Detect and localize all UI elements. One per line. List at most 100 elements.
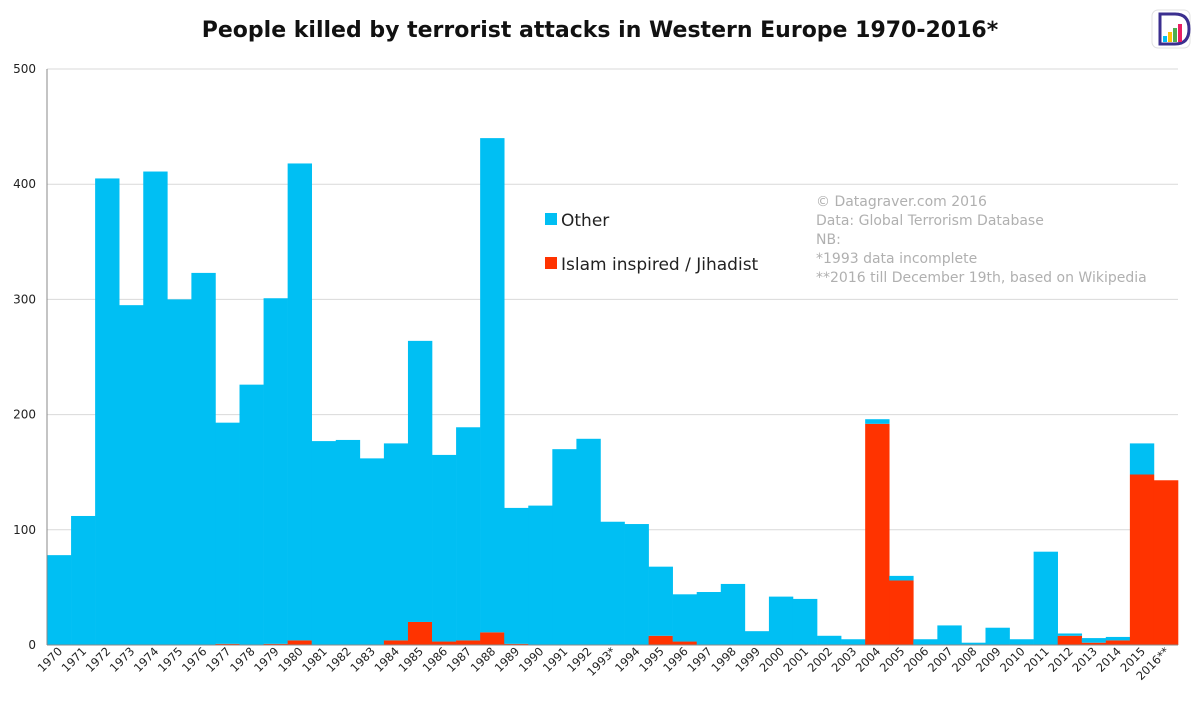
x-tick-label: 1984	[371, 644, 402, 675]
bar-other-1982	[335, 439, 361, 645]
y-tick-label: 200	[13, 408, 36, 422]
bar-other-2007	[937, 625, 962, 645]
x-tick-label: 1981	[299, 644, 330, 675]
x-tick-label: 1978	[227, 644, 258, 675]
bar-other-2001	[792, 598, 818, 645]
x-tick-label: 2003	[829, 644, 860, 675]
bar-other-1990	[528, 505, 553, 645]
x-tick-label: 1986	[420, 644, 451, 675]
bar-islamist-1979	[263, 643, 288, 645]
bar-other-1994	[624, 524, 649, 645]
bar-other-1985	[407, 340, 433, 622]
x-tick-label: 1998	[708, 644, 739, 675]
bar-islamist-2005	[889, 580, 914, 645]
bar-other-1974	[143, 171, 168, 645]
bar-other-2005	[889, 575, 914, 581]
bar-other-1981	[311, 441, 337, 645]
x-tick-label: 2011	[1021, 644, 1052, 675]
bar-other-2006	[913, 639, 938, 645]
bar-other-1992	[576, 438, 601, 645]
bar-other-1972	[95, 178, 120, 645]
bar-other-1987	[456, 427, 481, 641]
x-tick-label: 2013	[1069, 644, 1100, 675]
bar-other-1978	[239, 384, 264, 645]
x-tick-label: 1974	[131, 644, 162, 675]
bar-other-2009	[985, 627, 1010, 645]
bar-islamist-2015	[1129, 474, 1155, 645]
bar-islamist-2014	[1105, 640, 1131, 645]
x-tick-label: 1973	[107, 644, 138, 675]
bar-islamist-2016**	[1153, 480, 1179, 645]
bar-other-2012	[1057, 633, 1083, 636]
bar-other-1975	[167, 299, 192, 645]
x-tick-label: 1994	[612, 644, 643, 675]
x-tick-label: 1980	[275, 644, 306, 675]
bar-other-1979	[263, 298, 288, 644]
y-tick-label: 500	[13, 62, 36, 76]
bar-other-1976	[191, 272, 216, 645]
x-tick-label: 1983	[347, 644, 378, 675]
source-notes: © Datagraver.com 2016 Data: Global Terro…	[816, 194, 1147, 286]
bar-other-2003	[841, 639, 866, 645]
x-tick-label: 2001	[781, 644, 812, 675]
bar-other-1989	[504, 507, 529, 644]
bar-other-1997	[696, 592, 722, 645]
bar-islamist-2012	[1057, 635, 1083, 645]
x-tick-label: 1999	[732, 644, 763, 675]
x-tick-label: 1979	[251, 644, 282, 675]
bar-other-1993*	[600, 521, 625, 645]
y-tick-label: 300	[13, 292, 36, 306]
x-tick-label: 2008	[949, 644, 980, 675]
bar-other-1984	[383, 443, 409, 641]
bar-islamist-1986	[432, 641, 457, 645]
x-tick-label: 1991	[540, 644, 571, 675]
datagraver-logo-icon	[1151, 9, 1191, 49]
bar-other-1999	[744, 631, 770, 645]
bar-islamist-2013	[1081, 642, 1107, 645]
x-tick-label: 1975	[155, 644, 186, 675]
y-tick-label: 400	[13, 177, 36, 191]
x-tick-label: 1988	[468, 644, 499, 675]
legend: Other Islam inspired / Jihadist	[545, 211, 759, 275]
y-tick-label: 0	[28, 638, 36, 652]
x-axis-ticks: 1970197119721973197419751976197719781979…	[35, 644, 1173, 683]
bar-other-1998	[720, 583, 746, 645]
bar-other-2008	[961, 642, 986, 645]
bar-islamist-1984	[383, 640, 409, 645]
x-tick-label: 1989	[492, 644, 523, 675]
x-tick-label: 1990	[516, 644, 547, 675]
bar-other-1988	[480, 138, 505, 633]
note-nb: NB:	[816, 232, 841, 248]
x-tick-label: 2014	[1093, 644, 1124, 675]
x-tick-label: 2002	[805, 644, 836, 675]
bar-islamist-1996	[672, 641, 698, 645]
bar-islamist-1988	[480, 632, 505, 645]
bar-other-1996	[672, 594, 698, 642]
x-tick-label: 1995	[636, 644, 667, 675]
legend-label-islamist: Islam inspired / Jihadist	[561, 255, 759, 275]
bar-other-2013	[1081, 638, 1107, 643]
bar-islamist-1987	[456, 640, 481, 645]
bar-other-1973	[119, 305, 144, 645]
bar-other-1991	[552, 449, 577, 645]
bar-islamist-1989	[504, 643, 529, 645]
x-tick-label: 1971	[59, 644, 90, 675]
x-tick-label: 1985	[396, 644, 427, 675]
bar-islamist-1977	[215, 643, 240, 645]
x-tick-label: 2005	[877, 644, 908, 675]
x-tick-label: 2009	[973, 644, 1004, 675]
x-tick-label: 2007	[925, 644, 956, 675]
bar-other-1970	[47, 555, 72, 645]
note-2016: **2016 till December 19th, based on Wiki…	[816, 270, 1147, 286]
bar-other-1971	[71, 515, 96, 645]
note-data-source: Data: Global Terrorism Database	[816, 213, 1044, 229]
bar-other-2015	[1129, 443, 1155, 475]
legend-label-other: Other	[561, 211, 609, 231]
x-tick-label: 1987	[444, 644, 475, 675]
y-axis-ticks: 0 100 200 300 400 500	[13, 62, 36, 652]
legend-swatch-other	[545, 213, 557, 225]
bar-other-2014	[1105, 636, 1131, 641]
x-tick-label: 1970	[35, 644, 66, 675]
bar-other-1983	[359, 458, 385, 645]
bar-other-2000	[768, 596, 794, 645]
